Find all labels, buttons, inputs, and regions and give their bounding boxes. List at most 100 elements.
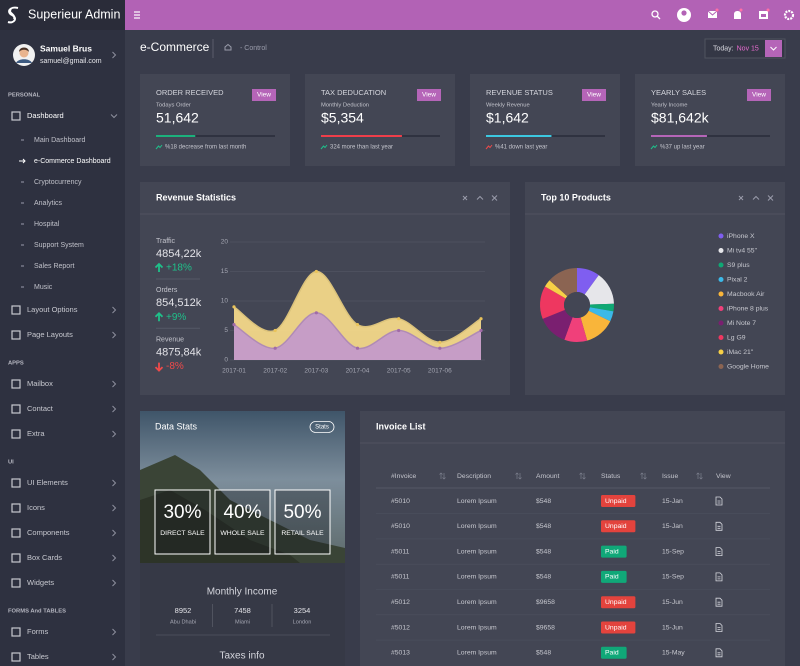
menu-item[interactable]: Components: [27, 528, 70, 537]
stat-footer: %37 up last year: [660, 145, 705, 151]
view-icon[interactable]: [715, 623, 723, 632]
chevron: [112, 479, 117, 487]
chevron: [752, 195, 760, 200]
brand: Superieur Admin: [28, 7, 120, 21]
table-cell: $548: [536, 498, 551, 505]
legend-label: S9 plus: [727, 262, 750, 269]
expand-icon[interactable]: [462, 195, 468, 201]
menu-item[interactable]: Page Layouts: [27, 330, 73, 339]
point: [355, 346, 360, 350]
view-icon[interactable]: [715, 496, 723, 506]
stat-label: Orders: [156, 287, 178, 294]
status-label: Unpaid: [605, 498, 627, 505]
menu-item[interactable]: Icons: [27, 503, 45, 512]
status-label: Unpaid: [605, 624, 627, 631]
view-button-label[interactable]: View: [752, 92, 766, 99]
submenu-item[interactable]: Analytics: [34, 200, 63, 207]
section-header: APPS: [8, 361, 24, 367]
table-cell: Lorem Ipsum: [457, 599, 497, 606]
menu-item[interactable]: Forms: [27, 627, 48, 636]
submenu-item[interactable]: Cryptocurrency: [34, 179, 82, 186]
calendar-inner: [761, 14, 766, 17]
page-title: e-Commerce: [140, 40, 210, 54]
column-header[interactable]: #Invoice: [391, 473, 417, 480]
stat-box: [214, 489, 271, 555]
legend-swatch: [718, 364, 724, 369]
stat-box-label: RETAIL SALE: [281, 530, 324, 537]
card-title: Data Stats: [155, 421, 198, 431]
chevron: [112, 51, 117, 59]
view-icon[interactable]: [715, 572, 723, 582]
stat-box-label: DIRECT SALE: [160, 530, 205, 537]
column-header[interactable]: Status: [601, 473, 621, 480]
column-header[interactable]: Description: [457, 473, 491, 480]
column-header[interactable]: Issue: [662, 473, 678, 480]
view-button-label[interactable]: View: [422, 92, 436, 99]
stat-value: 51,642: [156, 110, 199, 126]
point: [479, 317, 483, 321]
menu-item[interactable]: Extra: [27, 429, 45, 438]
status-badge: [601, 596, 636, 609]
stat-subtitle: Yearly Income: [651, 103, 688, 109]
table-cell: $9658: [536, 599, 555, 606]
submenu-item[interactable]: Hospital: [34, 221, 60, 228]
menu-item[interactable]: Box Cards: [27, 553, 62, 562]
status-label: Unpaid: [605, 599, 627, 606]
menu-item[interactable]: Contact: [27, 404, 54, 413]
stat-box: [274, 489, 331, 555]
bell-icon[interactable]: [734, 11, 741, 19]
view-button-label[interactable]: View: [257, 92, 271, 99]
trend-icon: [320, 144, 328, 150]
view-icon[interactable]: [715, 597, 723, 607]
legend-label: iPhone X: [727, 233, 755, 240]
view-button[interactable]: [417, 89, 441, 101]
legend-label: Lg G9: [727, 334, 746, 341]
submenu-item[interactable]: Support System: [34, 242, 84, 249]
view-icon[interactable]: [715, 521, 723, 531]
y-tick-label: 10: [221, 298, 229, 305]
point: [355, 323, 360, 327]
menu-item[interactable]: Layout Options: [27, 305, 78, 314]
legend-swatch: [718, 335, 724, 340]
menu-item[interactable]: UI Elements: [27, 478, 68, 487]
user-name[interactable]: Samuel Brus: [40, 43, 92, 53]
status-badge: [601, 495, 636, 507]
table-cell: #5010: [391, 523, 410, 530]
table-cell: 15-Sep: [662, 548, 684, 555]
sort-icon: [439, 472, 446, 480]
menu-item[interactable]: Mailbox: [27, 379, 53, 388]
view-button[interactable]: [582, 89, 606, 101]
menu-item[interactable]: Tables: [27, 652, 49, 661]
submenu-item[interactable]: Music: [34, 284, 53, 291]
view-button[interactable]: [252, 89, 276, 101]
table-cell: $548: [536, 650, 551, 657]
chevron: [112, 430, 117, 438]
stat-label: Revenue: [156, 336, 184, 343]
badge[interactable]: [309, 421, 335, 433]
stat-value: $81,642k: [651, 110, 710, 126]
submenu-item[interactable]: e-Commerce Dashboard: [34, 158, 111, 165]
menu-item[interactable]: Widgets: [27, 578, 54, 587]
expand-icon[interactable]: [738, 195, 744, 201]
view-button-label[interactable]: View: [587, 92, 601, 99]
gear-icon[interactable]: [783, 9, 795, 21]
close-icon[interactable]: [767, 195, 774, 201]
search-icon[interactable]: [651, 10, 659, 18]
table-cell: $9658: [536, 624, 555, 631]
close-icon[interactable]: [491, 195, 498, 201]
view-icon[interactable]: [715, 648, 723, 658]
view-icon[interactable]: [715, 547, 723, 556]
submenu-item[interactable]: Sales Report: [34, 263, 75, 270]
menu-item[interactable]: Dashboard: [27, 111, 64, 120]
trend-icon: [650, 144, 658, 150]
view-button[interactable]: [747, 89, 771, 101]
table-cell: 15-May: [662, 650, 685, 657]
badge-label[interactable]: Stats: [315, 425, 329, 431]
area: [234, 312, 481, 360]
home-icon: [224, 43, 232, 51]
date-dropdown[interactable]: [765, 40, 782, 57]
submenu-item[interactable]: Main Dashboard: [34, 137, 85, 144]
column-header[interactable]: Amount: [536, 473, 560, 480]
table-cell: Lorem Ipsum: [457, 650, 497, 657]
menu-icon: [11, 553, 21, 563]
